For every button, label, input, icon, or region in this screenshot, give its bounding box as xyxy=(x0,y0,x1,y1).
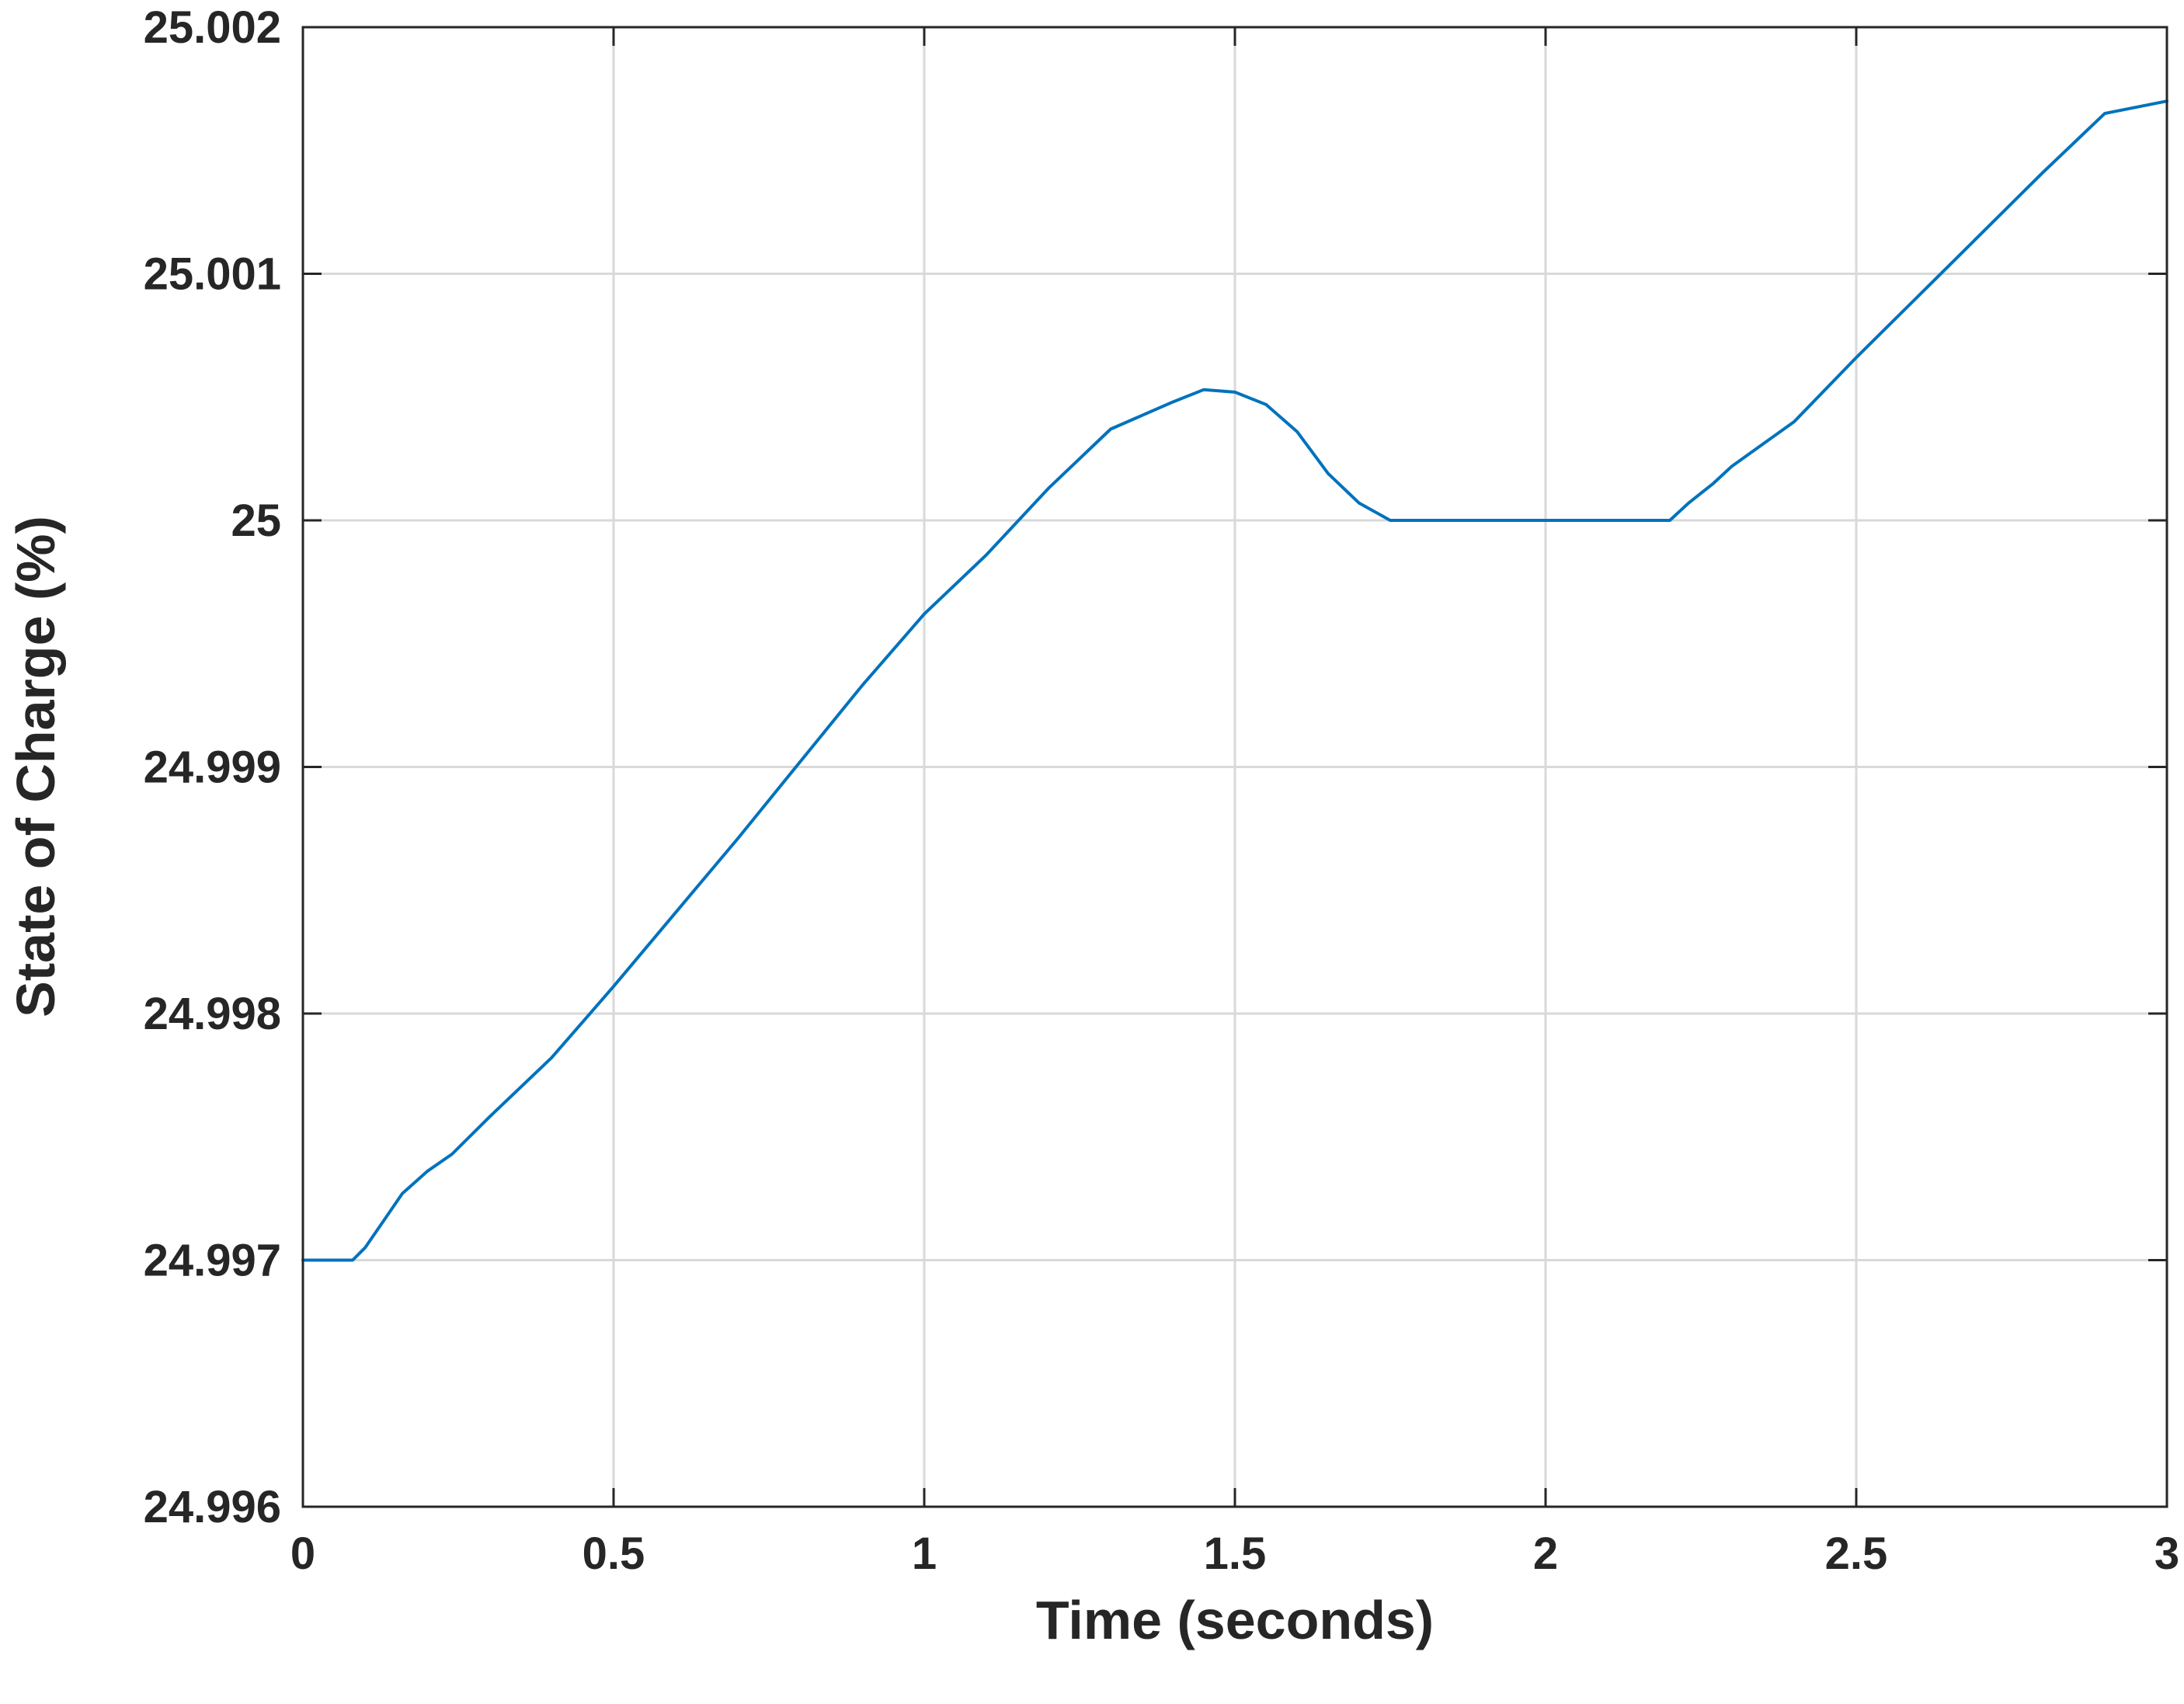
x-tick-label: 0.5 xyxy=(583,1528,645,1579)
x-tick-label: 2 xyxy=(1533,1528,1558,1579)
series-layer xyxy=(301,99,2168,1262)
y-axis-label: State of Charge (%) xyxy=(5,516,66,1017)
y-tick-label: 24.996 xyxy=(144,1482,281,1532)
x-axis-label: Time (seconds) xyxy=(1036,1590,1434,1650)
y-tick-label: 24.997 xyxy=(144,1236,281,1286)
x-tick-labels: 0 0.5 1 1.5 2 2.5 3 xyxy=(290,1528,2179,1579)
series-line xyxy=(301,99,2168,1262)
x-tick-label: 1 xyxy=(912,1528,937,1579)
y-tick-labels: 24.996 24.997 24.998 24.999 25 25.001 25.002 xyxy=(144,2,281,1532)
plot-frame xyxy=(301,26,2168,1508)
y-tick-label: 24.999 xyxy=(144,742,281,793)
x-tick-label: 1.5 xyxy=(1204,1528,1267,1579)
x-tick-label: 3 xyxy=(2154,1528,2179,1579)
x-tick-label: 0 xyxy=(290,1528,315,1579)
grid-lines xyxy=(303,27,2167,1507)
y-tick-label: 25.001 xyxy=(144,249,281,300)
y-tick-label: 25.002 xyxy=(144,2,281,53)
y-tick-label: 24.998 xyxy=(144,989,281,1039)
y-tick-label: 25 xyxy=(231,496,281,546)
x-tick-label: 2.5 xyxy=(1825,1528,1888,1579)
